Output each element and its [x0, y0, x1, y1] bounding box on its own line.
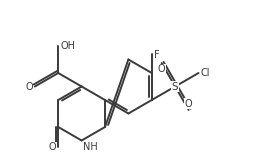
Text: O: O: [158, 64, 165, 74]
Text: Cl: Cl: [200, 68, 210, 78]
Text: O: O: [25, 81, 33, 92]
Text: F: F: [154, 50, 159, 60]
Text: S: S: [172, 81, 179, 92]
Text: O: O: [185, 99, 192, 109]
Text: OH: OH: [60, 41, 75, 51]
Text: NH: NH: [83, 142, 97, 152]
Text: O: O: [49, 142, 56, 152]
